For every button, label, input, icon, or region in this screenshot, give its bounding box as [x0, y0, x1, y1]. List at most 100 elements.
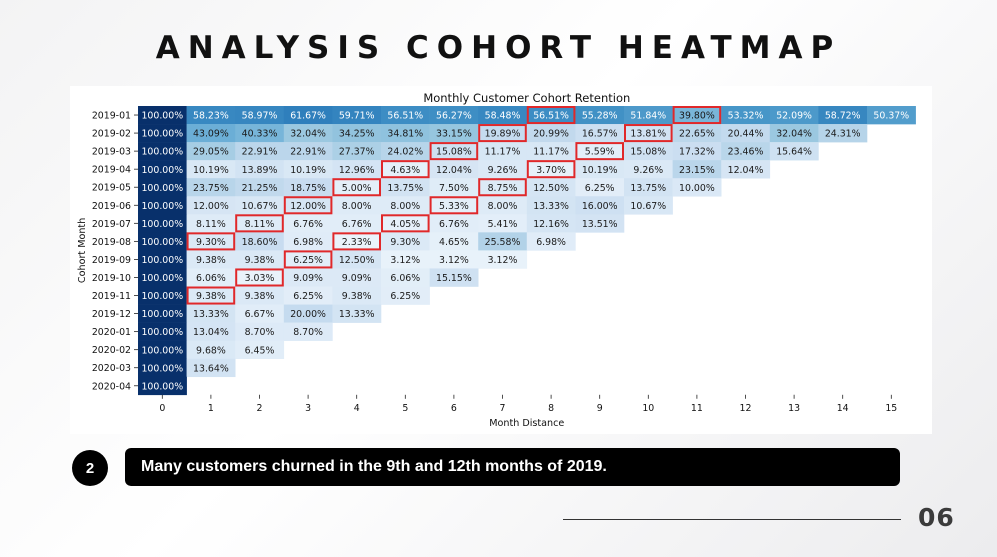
heatmap-cell	[429, 268, 479, 287]
x-tick-label: 14	[837, 403, 849, 414]
cell-label: 50.37%	[873, 111, 909, 122]
heatmap-cell	[332, 160, 382, 179]
heatmap-cell	[624, 178, 673, 197]
heatmap-cell	[332, 142, 382, 161]
y-tick-label: 2019-06	[92, 201, 131, 212]
cell-label: 34.81%	[387, 129, 423, 140]
cell-label: 100.00%	[141, 237, 183, 248]
cell-label: 6.06%	[390, 273, 420, 284]
highlight-box	[526, 160, 576, 179]
heatmap-cell	[769, 124, 819, 143]
heatmap-cell	[138, 142, 187, 161]
heatmap-cell	[429, 250, 479, 269]
cell-label: 100.00%	[141, 201, 183, 212]
heatmap-cell	[186, 268, 236, 287]
heatmap-cell	[478, 232, 528, 251]
cell-label: 20.00%	[290, 309, 326, 320]
heatmap-cell	[138, 232, 187, 251]
heatmap-cell	[138, 358, 187, 378]
heatmap-cell	[429, 142, 479, 161]
cell-label: 15.08%	[436, 147, 472, 158]
heatmap-cell	[526, 232, 576, 251]
cell-label: 9.38%	[245, 291, 275, 302]
highlight-box	[526, 106, 576, 125]
heatmap-cell	[332, 214, 382, 233]
heatmap-cell	[526, 196, 576, 215]
heatmap-cell	[381, 286, 430, 305]
cell-label: 3.03%	[245, 273, 275, 284]
x-tick-label: 11	[691, 403, 703, 414]
cell-label: 9.38%	[245, 255, 275, 266]
cell-label: 10.19%	[582, 165, 618, 176]
cell-label: 6.45%	[245, 345, 275, 356]
cell-label: 29.05%	[193, 147, 229, 158]
cell-label: 39.80%	[679, 111, 715, 122]
heatmap-cell	[138, 214, 187, 233]
heatmap-cell	[575, 178, 625, 197]
cell-label: 4.63%	[390, 165, 420, 176]
cell-label: 9.30%	[196, 237, 226, 248]
cell-label: 100.00%	[141, 255, 183, 266]
heatmap-cell	[332, 304, 382, 323]
cell-label: 11.17%	[485, 147, 521, 158]
heatmap-cell	[332, 268, 382, 287]
heatmap-cell	[575, 214, 625, 233]
heatmap-cell	[235, 124, 285, 143]
highlight-box	[235, 268, 284, 287]
cell-label: 12.96%	[339, 165, 375, 176]
cell-label: 27.37%	[339, 147, 375, 158]
highlight-box	[283, 196, 333, 215]
heatmap-cell	[381, 160, 430, 179]
cell-label: 2.33%	[342, 237, 372, 248]
cell-label: 100.00%	[141, 291, 183, 302]
y-tick-label: 2019-07	[92, 219, 131, 230]
x-axis-label: Month Distance	[489, 418, 564, 429]
cell-label: 13.75%	[387, 183, 423, 194]
heatmap-cell	[283, 178, 333, 197]
insight-note-text: Many customers churned in the 9th and 12…	[141, 458, 607, 475]
cell-label: 13.33%	[533, 201, 569, 212]
heatmap-cell	[526, 214, 576, 233]
heatmap-cell	[186, 322, 236, 341]
cell-label: 18.75%	[290, 183, 326, 194]
highlight-box	[381, 214, 430, 233]
heatmap-cell	[672, 124, 722, 143]
cell-label: 20.44%	[728, 129, 764, 140]
cell-label: 100.00%	[141, 219, 183, 230]
heatmap-cell	[138, 250, 187, 269]
cell-label: 23.46%	[728, 147, 764, 158]
y-tick-label: 2019-04	[92, 165, 131, 176]
heatmap-cell	[283, 268, 333, 287]
cell-label: 23.15%	[679, 165, 715, 176]
heatmap-cell	[283, 196, 333, 215]
heatmap-cell	[478, 250, 528, 269]
y-axis-label: Cohort Month	[77, 218, 88, 283]
highlight-box	[186, 232, 236, 251]
y-tick-label: 2019-05	[92, 183, 131, 194]
heatmap-cell	[283, 304, 333, 323]
heatmap-cell	[235, 304, 285, 323]
heatmap-cell	[381, 196, 430, 215]
cell-label: 15.08%	[630, 147, 666, 158]
cell-label: 20.99%	[533, 129, 569, 140]
heatmap-cell	[332, 124, 382, 143]
heatmap-cell	[186, 286, 236, 305]
cell-label: 16.00%	[582, 201, 618, 212]
heatmap-cell	[429, 196, 479, 215]
highlight-box	[381, 160, 430, 179]
cell-label: 24.31%	[825, 129, 861, 140]
heatmap-cell	[138, 286, 187, 305]
cell-label: 59.71%	[339, 111, 375, 122]
cell-label: 10.00%	[679, 183, 715, 194]
cell-label: 22.91%	[290, 147, 326, 158]
x-tick-label: 2	[257, 403, 263, 414]
heatmap-cell	[138, 106, 187, 125]
cell-label: 6.76%	[439, 219, 469, 230]
heatmap-cell	[721, 142, 771, 161]
cell-label: 58.48%	[485, 111, 521, 122]
heatmap-cell	[867, 106, 916, 125]
highlight-box	[429, 196, 479, 215]
cell-label: 34.25%	[339, 129, 375, 140]
heatmap-cell	[186, 250, 236, 269]
heatmap-cell	[138, 124, 187, 143]
